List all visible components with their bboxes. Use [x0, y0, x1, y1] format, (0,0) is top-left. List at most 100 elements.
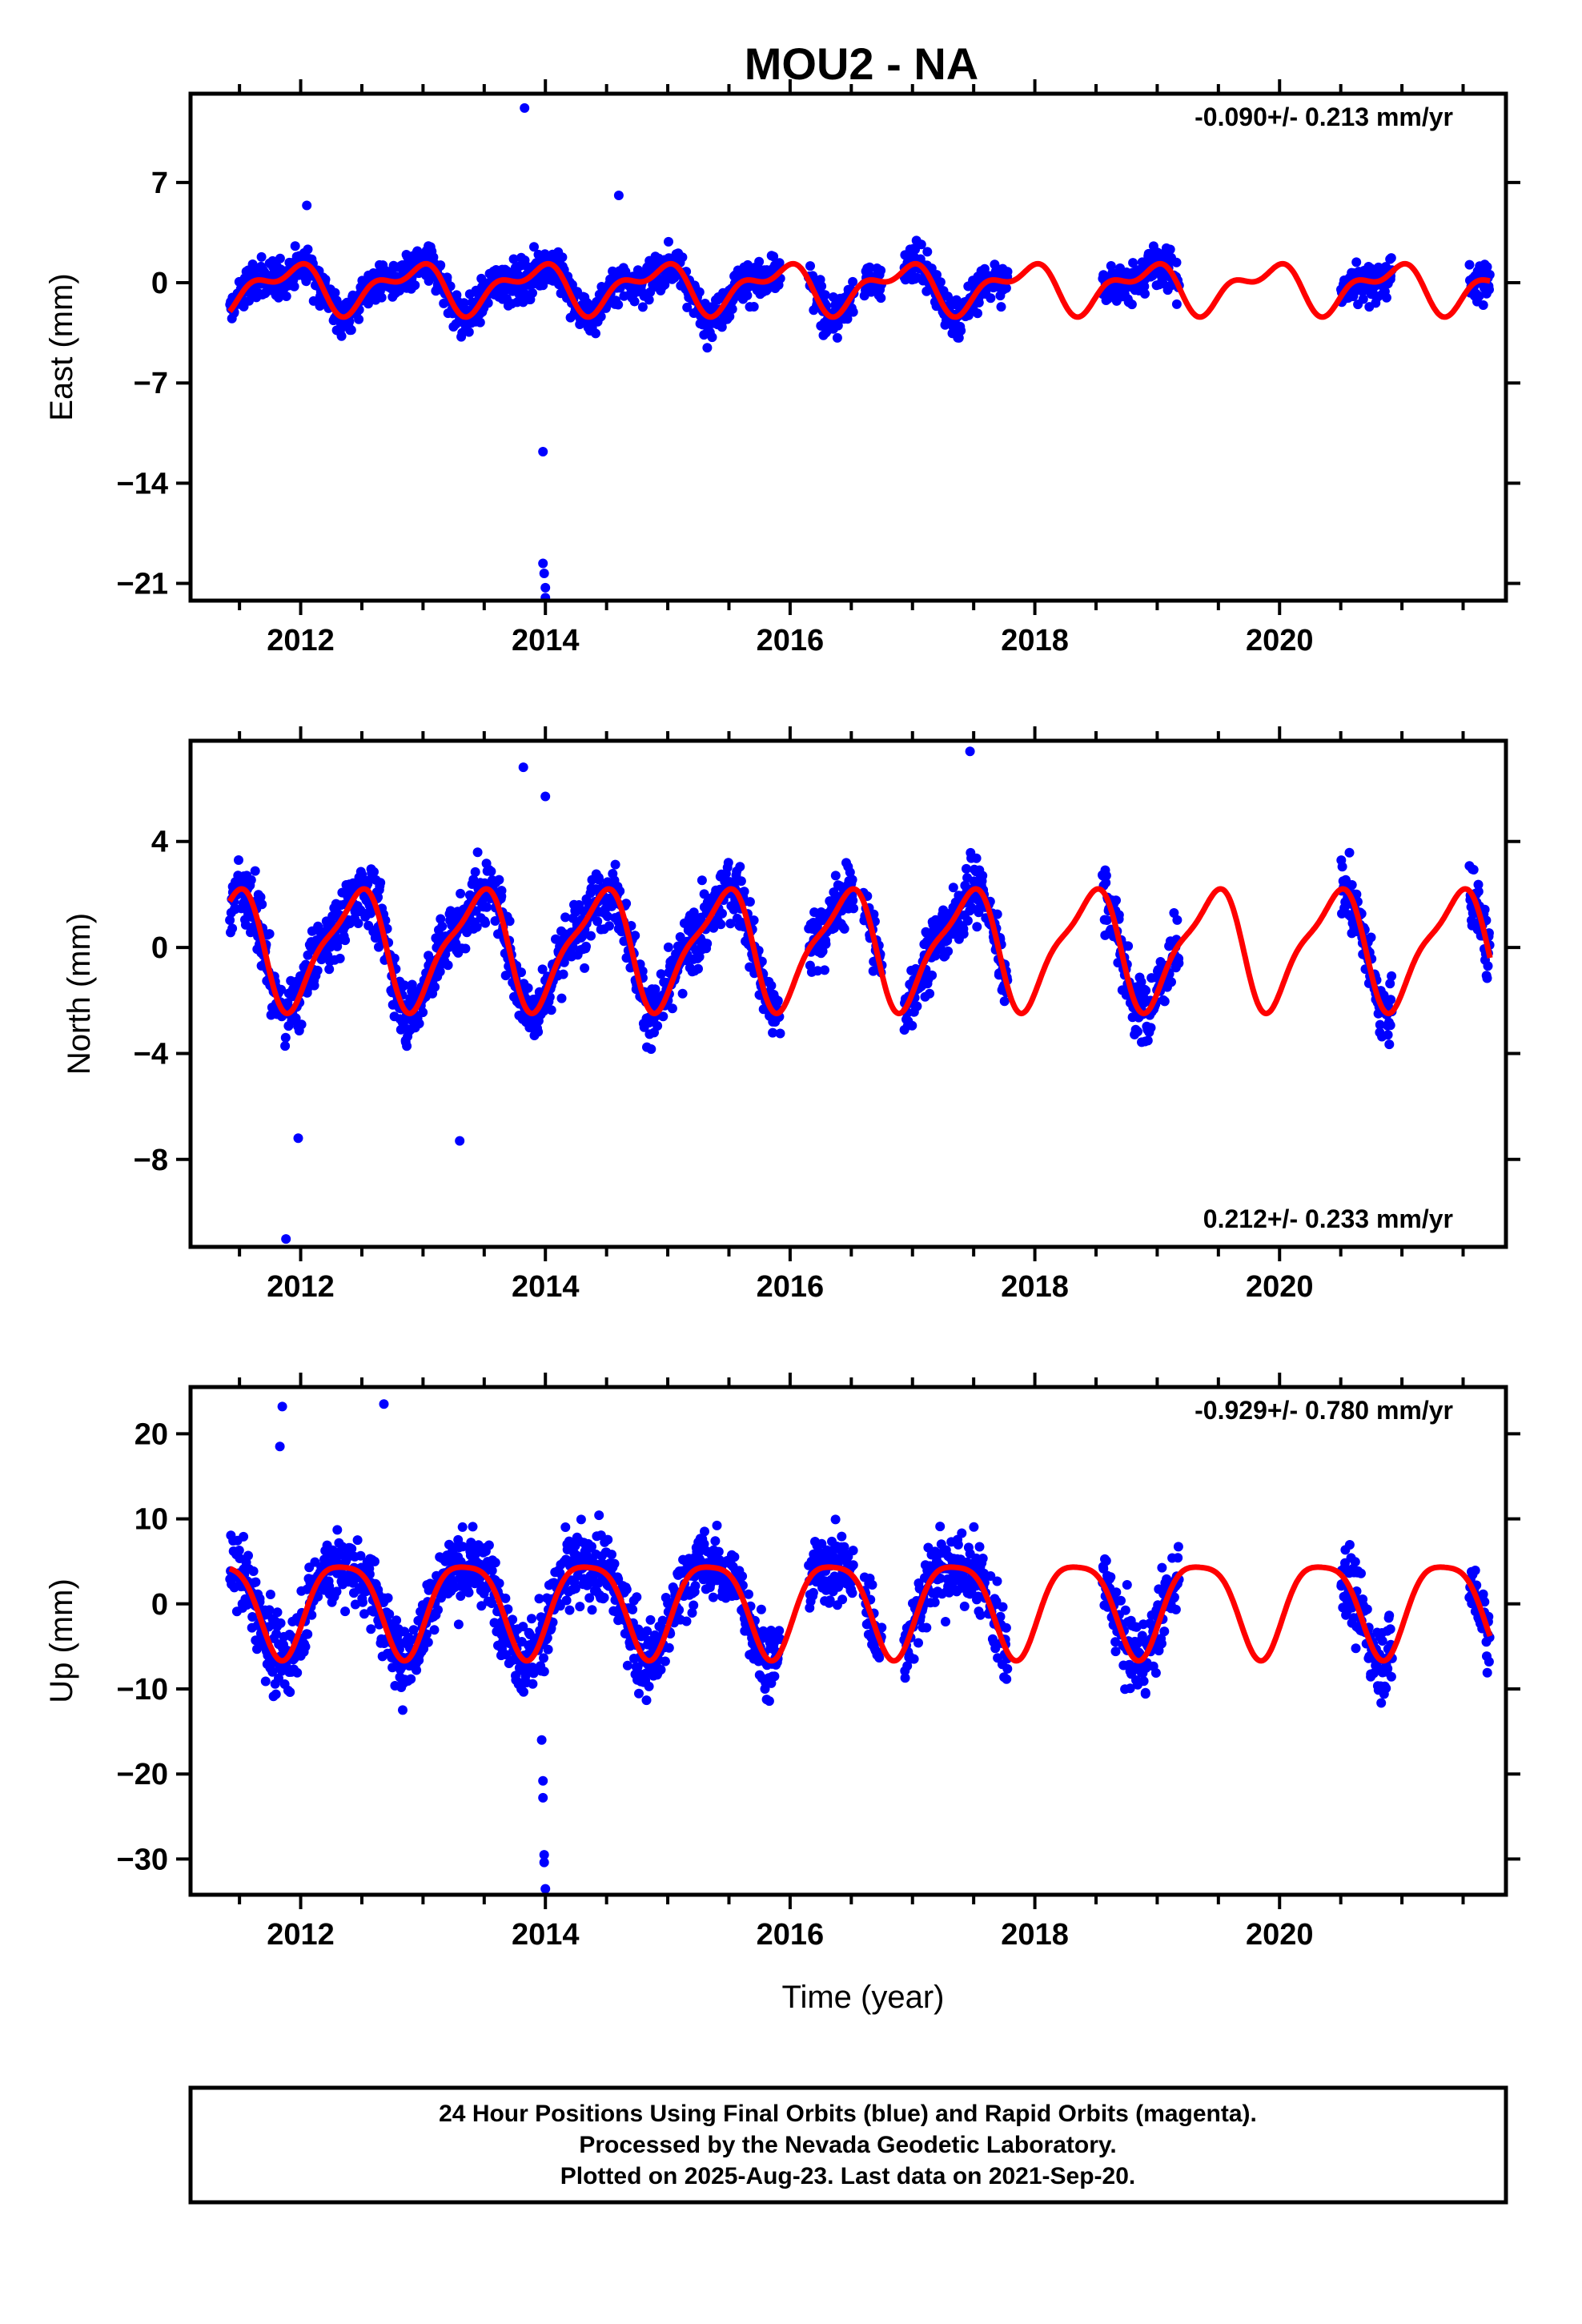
north-data-point [962, 915, 973, 926]
north-data-point [1351, 889, 1362, 899]
north-data-point [768, 1027, 778, 1038]
east-data-point [986, 293, 996, 304]
up-data-point [274, 1673, 283, 1683]
north-ytick-label: 4 [151, 826, 168, 859]
up-data-point [837, 1531, 847, 1542]
north-xtick-label: 2012 [267, 1270, 335, 1304]
east-xtick-label: 2016 [757, 624, 825, 657]
up-data-point [500, 1593, 511, 1603]
up-data-point [391, 1615, 402, 1626]
up-data-point [867, 1580, 877, 1590]
north-data-point [486, 866, 496, 877]
east-data-point [557, 252, 568, 263]
north-data-point [580, 963, 590, 973]
up-data-point [957, 1528, 967, 1538]
up-data-point [456, 1591, 466, 1601]
up-data-point [837, 1594, 848, 1605]
north-data-point [436, 914, 446, 924]
east-data-point [842, 314, 853, 324]
up-data-point [518, 1622, 528, 1632]
north-data-point [375, 878, 386, 888]
north-data-point [821, 939, 831, 949]
up-data-point [423, 1637, 433, 1647]
east-data-point [1484, 284, 1494, 295]
up-data-point [632, 1592, 642, 1602]
north-data-point [1172, 915, 1182, 925]
north-data-point [1473, 887, 1484, 897]
up-data-point [255, 1594, 265, 1604]
up-data-point [239, 1531, 249, 1542]
north-data-point [839, 923, 849, 934]
up-data-point [332, 1525, 343, 1535]
up-data-point [458, 1542, 468, 1552]
east-model-curve [227, 260, 1491, 320]
north-data-point [697, 875, 707, 886]
up-data-point [429, 1625, 440, 1635]
north-data-point [848, 895, 858, 906]
east-data-point [935, 277, 946, 287]
north-frame [188, 738, 1508, 1249]
east-data-point [694, 287, 705, 297]
north-outlier-point [281, 1234, 291, 1244]
up-data-point [271, 1629, 282, 1639]
east-data-point [410, 280, 420, 291]
east-data-point [754, 256, 765, 267]
north-data-point [309, 980, 319, 991]
up-data-point [453, 1534, 464, 1545]
east-data-point [596, 312, 606, 322]
north-data-point [560, 912, 571, 923]
north-data-point [1344, 847, 1355, 858]
up-data-point [695, 1546, 705, 1556]
north-data-point [402, 1041, 412, 1051]
north-data-point [992, 909, 1002, 919]
north-data-point [775, 1028, 785, 1039]
north-data-point [1133, 1027, 1142, 1037]
up-data-point [490, 1558, 500, 1568]
up-data-point [992, 1576, 1002, 1586]
east-data-point [613, 300, 624, 310]
up-data-point [539, 1667, 549, 1677]
north-data-point [813, 966, 823, 976]
east-data-point [876, 265, 886, 275]
north-data-point [1482, 973, 1492, 983]
up-data-point [272, 1607, 283, 1618]
north-data-point [399, 1017, 409, 1027]
up-data-point [587, 1542, 596, 1552]
east-xtick-label: 2012 [267, 624, 335, 657]
north-data-point [490, 916, 500, 926]
east-data-point [707, 332, 717, 343]
north-data-point [749, 915, 759, 926]
north-data-point [736, 876, 746, 887]
east-rate-label: -0.090+/- 0.213 mm/yr [1195, 103, 1453, 131]
east-data-point [956, 325, 966, 336]
up-data-point [528, 1679, 538, 1689]
up-data-point [359, 1609, 369, 1619]
up-data-point [909, 1654, 919, 1664]
up-data-point [366, 1624, 376, 1634]
up-data-point [247, 1612, 258, 1622]
up-data-point [1002, 1663, 1013, 1674]
north-data-point [516, 967, 526, 978]
east-ytick-label: −7 [134, 367, 168, 400]
east-data-point [330, 287, 340, 298]
up-data-point [641, 1695, 652, 1706]
up-data-point [969, 1522, 979, 1532]
north-data-point [257, 899, 267, 910]
east-xtick-label: 2014 [512, 624, 580, 657]
up-data-point [642, 1626, 652, 1636]
north-data-point [480, 918, 491, 928]
north-outlier-point [293, 1133, 303, 1144]
north-data-point [820, 965, 829, 975]
up-data-point [690, 1581, 701, 1591]
north-data-point [234, 855, 243, 865]
up-data-point [352, 1535, 363, 1546]
east-data-point [303, 244, 313, 255]
north-y-axis-label: North (mm) [62, 913, 97, 1075]
north-data-point [240, 919, 251, 930]
up-data-point [660, 1656, 670, 1667]
north-data-point [1480, 904, 1490, 915]
north-data-point [335, 953, 345, 963]
